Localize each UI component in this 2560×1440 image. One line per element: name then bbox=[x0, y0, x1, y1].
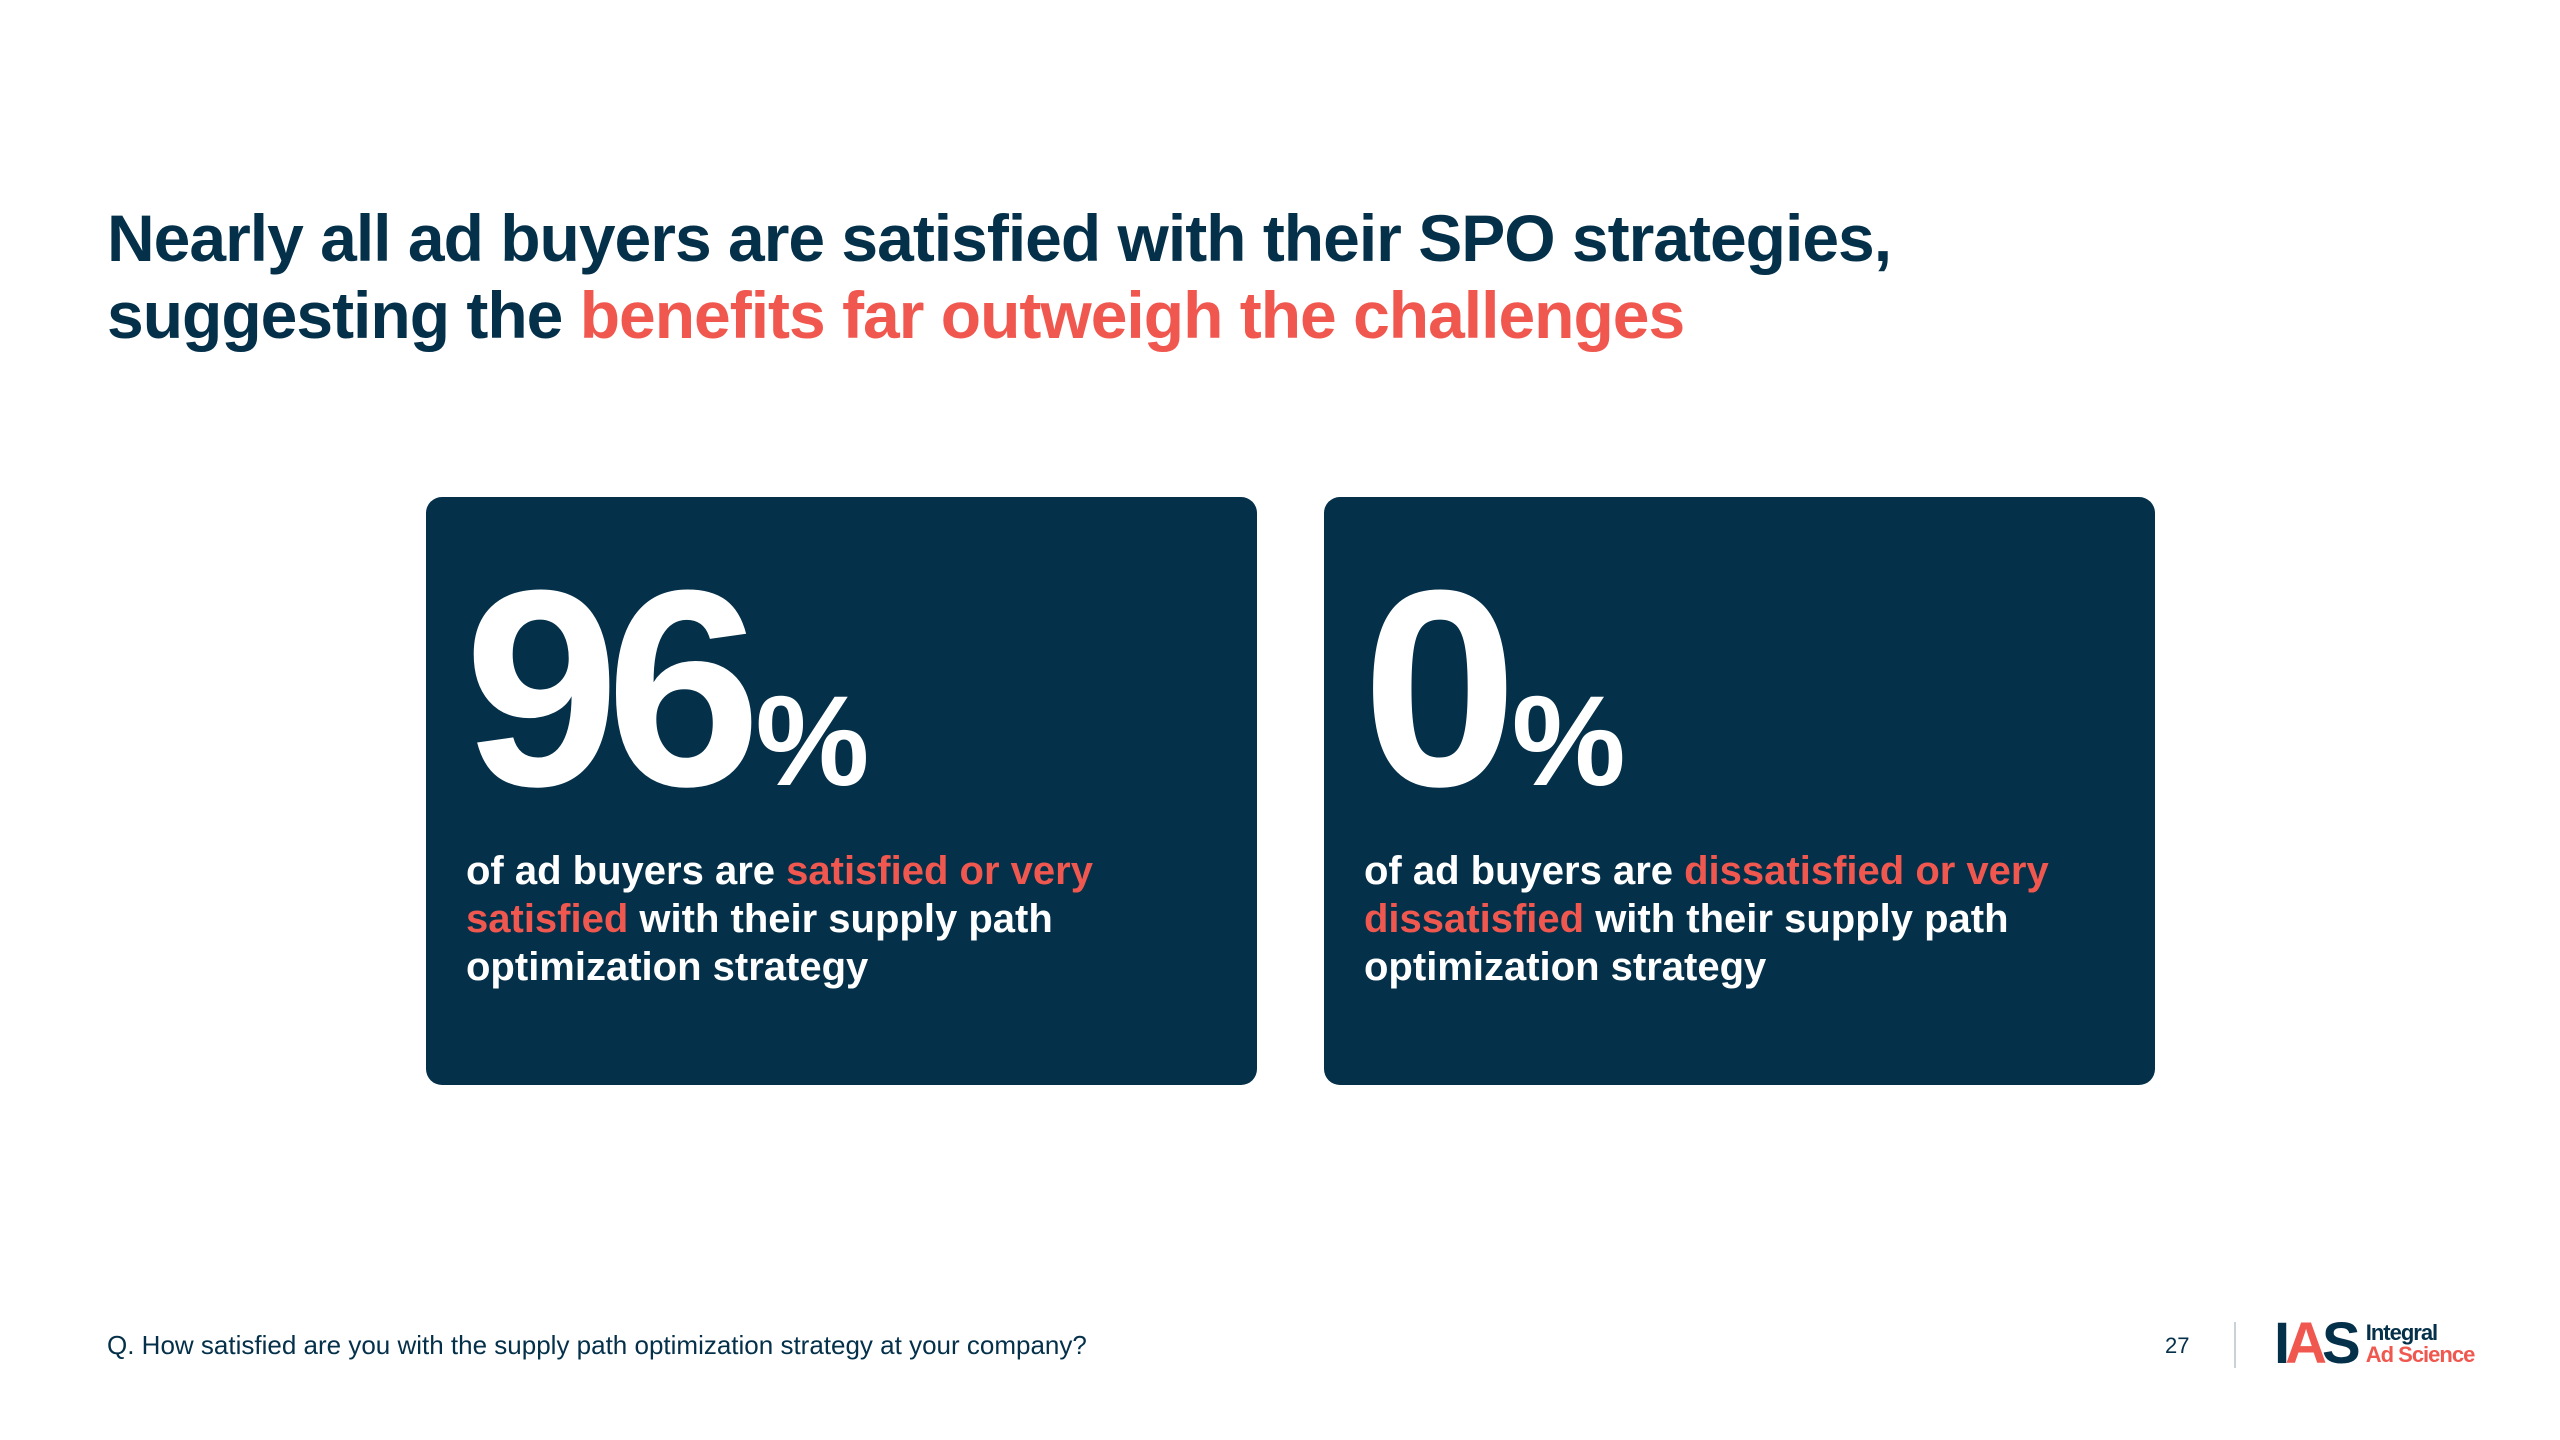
stat-card-dissatisfied: 0% of ad buyers are dissatisfied or very… bbox=[1324, 497, 2155, 1085]
page-number: 27 bbox=[2165, 1333, 2190, 1358]
headline-line2: suggesting the bbox=[107, 278, 580, 352]
survey-question-footnote: Q. How satisfied are you with the supply… bbox=[107, 1330, 1087, 1360]
stat-description-dissatisfied: of ad buyers are dissatisfied or very di… bbox=[1364, 847, 2084, 991]
headline-line1: Nearly all ad buyers are satisfied with … bbox=[107, 201, 1892, 275]
stat-unit: % bbox=[755, 670, 870, 813]
ias-logo-mark: IAS bbox=[2274, 1315, 2361, 1373]
stat-description-satisfied: of ad buyers are satisfied or very satis… bbox=[466, 847, 1186, 991]
desc-accent: dissatisfied or very dissatisfied bbox=[1364, 849, 2049, 941]
desc-suffix: with their supply path optimization stra… bbox=[466, 897, 1053, 989]
headline-accent: benefits far outweigh the challenges bbox=[579, 278, 1686, 352]
desc-suffix: with their supply path optimization stra… bbox=[1364, 897, 2009, 989]
stat-value-satisfied: 96% bbox=[464, 549, 869, 829]
desc-accent: satisfied or very satisfied bbox=[466, 849, 1093, 941]
desc-prefix: of ad buyers are bbox=[466, 849, 787, 893]
stat-number: 0 bbox=[1362, 533, 1518, 845]
page-title: Nearly all ad buyers are satisfied with … bbox=[107, 200, 2207, 354]
logo-line1: Integral bbox=[2365, 1320, 2438, 1345]
logo-mark-text: IAS bbox=[2274, 1311, 2361, 1376]
stat-number: 96 bbox=[464, 533, 761, 845]
ias-logo-wordmark: Integral Ad Science bbox=[2365, 1320, 2476, 1367]
desc-prefix: of ad buyers are bbox=[1364, 849, 1685, 893]
stat-unit: % bbox=[1511, 670, 1626, 813]
logo-line2: Ad Science bbox=[2365, 1342, 2476, 1367]
stat-value-dissatisfied: 0% bbox=[1362, 549, 1626, 829]
stat-card-satisfied: 96% of ad buyers are satisfied or very s… bbox=[426, 497, 1257, 1085]
ias-logo: IAS Integral Ad Science bbox=[2274, 1314, 2476, 1374]
footer-divider bbox=[2234, 1322, 2236, 1368]
